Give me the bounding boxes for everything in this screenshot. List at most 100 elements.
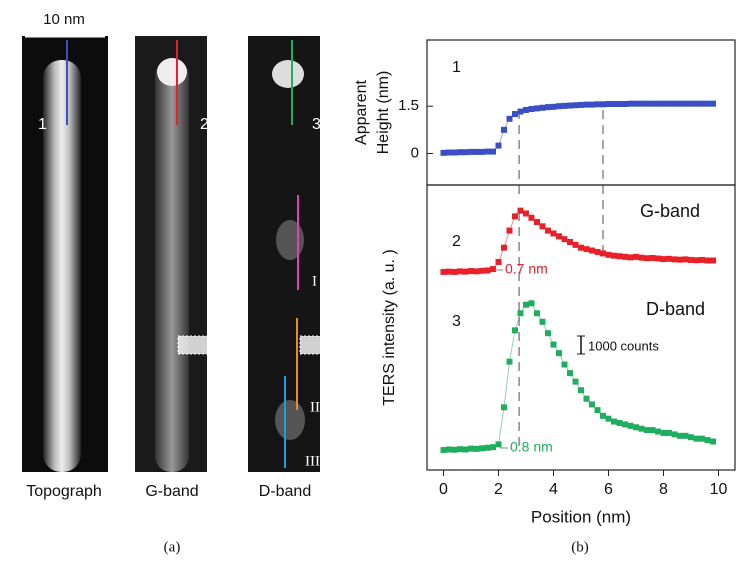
data-point bbox=[446, 268, 452, 275]
data-point bbox=[627, 254, 634, 261]
data-point bbox=[710, 257, 716, 264]
spot bbox=[275, 400, 305, 440]
data-point bbox=[545, 330, 551, 337]
data-point bbox=[523, 106, 529, 113]
data-point bbox=[473, 148, 480, 155]
data-point bbox=[666, 100, 672, 107]
data-point bbox=[704, 100, 711, 107]
data-point bbox=[638, 425, 645, 432]
data-point bbox=[693, 435, 700, 442]
x-tick-label: 6 bbox=[604, 481, 613, 498]
series-label: 3 bbox=[452, 313, 461, 330]
data-point bbox=[688, 434, 694, 441]
tip bbox=[272, 60, 304, 88]
data-point bbox=[506, 115, 513, 122]
data-point bbox=[512, 111, 518, 118]
data-point bbox=[671, 256, 678, 263]
data-point bbox=[517, 108, 524, 115]
data-point bbox=[682, 256, 689, 263]
data-point bbox=[616, 100, 623, 107]
series-line bbox=[443, 103, 713, 154]
data-point bbox=[561, 236, 568, 243]
segment-label: II bbox=[310, 399, 320, 415]
data-point bbox=[600, 250, 606, 257]
tip bbox=[157, 58, 187, 86]
y-tick-label: 1.5 bbox=[398, 97, 419, 114]
data-point bbox=[710, 438, 716, 445]
data-point bbox=[677, 100, 683, 107]
scale-label: 10 nm bbox=[43, 11, 85, 28]
width-label: 0.8 nm bbox=[510, 439, 553, 455]
data-point bbox=[594, 407, 601, 414]
data-point bbox=[556, 103, 562, 110]
data-point bbox=[528, 300, 535, 307]
data-point bbox=[589, 101, 595, 108]
defect-box bbox=[177, 335, 211, 355]
data-point bbox=[693, 257, 700, 264]
data-point bbox=[495, 142, 502, 149]
data-point bbox=[490, 444, 496, 451]
data-point bbox=[677, 432, 683, 439]
data-point bbox=[710, 100, 716, 107]
data-point bbox=[451, 149, 458, 156]
plot-frame bbox=[426, 184, 736, 471]
caption: G-band bbox=[145, 483, 198, 500]
data-point bbox=[561, 361, 568, 368]
data-point bbox=[501, 244, 507, 251]
data-point bbox=[660, 100, 667, 107]
data-point bbox=[479, 148, 485, 155]
data-point bbox=[501, 126, 507, 133]
x-tick-label: 10 bbox=[710, 481, 728, 498]
y-axis-label: TERS intensity (a. u. ) bbox=[381, 249, 398, 406]
data-point bbox=[583, 395, 590, 402]
data-point bbox=[605, 100, 612, 107]
series-name: G-band bbox=[640, 201, 700, 221]
caption: Topograph bbox=[26, 483, 102, 500]
data-point bbox=[556, 350, 562, 357]
data-point bbox=[495, 441, 502, 448]
image-label: 2 bbox=[200, 116, 209, 133]
data-point bbox=[534, 310, 540, 317]
data-point bbox=[567, 239, 573, 245]
data-point bbox=[457, 268, 463, 275]
data-point bbox=[495, 258, 502, 265]
data-point bbox=[578, 244, 584, 251]
y-axis-label: Height (nm) bbox=[375, 71, 392, 155]
data-point bbox=[457, 149, 463, 156]
data-point bbox=[605, 415, 612, 422]
data-point bbox=[479, 267, 485, 274]
data-point bbox=[594, 248, 601, 255]
caption: D-band bbox=[259, 483, 311, 500]
data-point bbox=[583, 246, 590, 253]
data-point bbox=[561, 102, 568, 109]
data-point bbox=[622, 100, 628, 107]
data-point bbox=[468, 148, 474, 155]
data-point bbox=[655, 255, 661, 262]
data-point bbox=[666, 255, 672, 262]
data-point bbox=[545, 104, 551, 111]
panel-tag: (a) bbox=[164, 539, 181, 555]
data-point bbox=[528, 214, 535, 221]
data-point bbox=[611, 100, 617, 107]
segment-label: I bbox=[312, 273, 317, 289]
data-point bbox=[523, 301, 529, 308]
data-point bbox=[633, 100, 639, 107]
data-point bbox=[649, 254, 656, 261]
data-point bbox=[567, 102, 573, 109]
data-point bbox=[534, 105, 540, 112]
data-point bbox=[446, 149, 452, 156]
scale-label: 1000 counts bbox=[588, 338, 659, 353]
data-point bbox=[534, 219, 540, 226]
data-point bbox=[539, 223, 546, 230]
data-point bbox=[446, 446, 452, 453]
data-point bbox=[468, 445, 474, 452]
data-point bbox=[616, 419, 623, 426]
data-point bbox=[638, 100, 645, 107]
data-point bbox=[539, 318, 546, 325]
data-point bbox=[506, 227, 513, 234]
data-point bbox=[528, 106, 535, 113]
data-point bbox=[704, 437, 711, 444]
series-label: 2 bbox=[452, 233, 461, 250]
data-point bbox=[468, 268, 474, 275]
data-point bbox=[550, 103, 557, 110]
